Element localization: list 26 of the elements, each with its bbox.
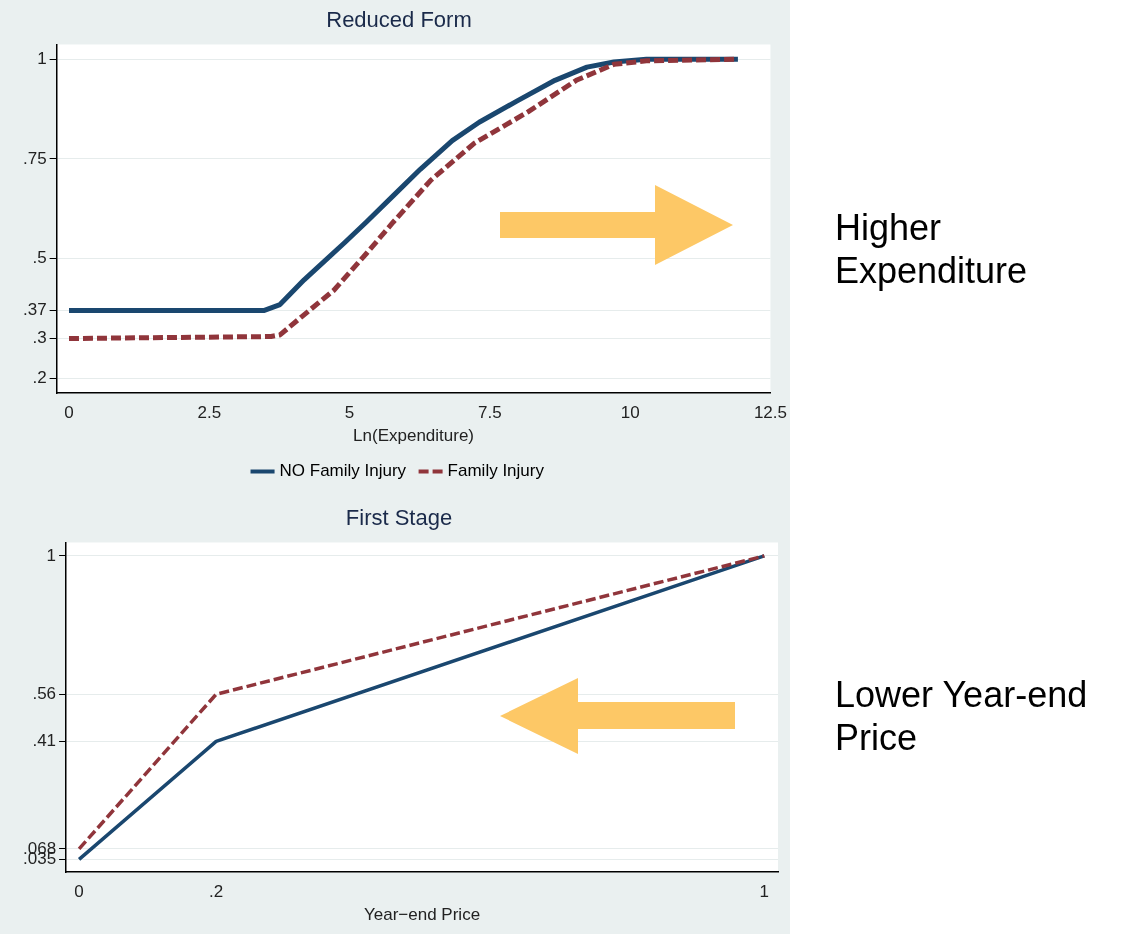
text: Higher Expenditure	[834, 205, 1029, 293]
y-tick-label: 1	[37, 48, 47, 68]
x-tick-label: 12.5	[753, 403, 787, 423]
x-tick-label: 2.5	[197, 403, 222, 423]
x-tick-label: .2	[209, 882, 224, 902]
legend-label: NO Family Injury	[279, 461, 407, 481]
text: Lower Year-end Price	[834, 672, 1089, 760]
y-tick-label: .41	[32, 731, 57, 751]
chart-title: Reduced Form	[326, 7, 472, 33]
x-tick-label: 10	[620, 403, 640, 423]
y-tick-label: .75	[22, 148, 47, 168]
x-tick-label: 5	[344, 403, 355, 423]
legend-label: Family Injury	[447, 461, 545, 481]
y-tick-label: .2	[32, 368, 47, 388]
chart-title: First Stage	[345, 505, 453, 531]
x-tick-label: 7.5	[478, 403, 502, 423]
x-tick-label: 0	[64, 403, 74, 423]
y-tick-label: 1	[46, 545, 57, 565]
y-tick-label: .5	[32, 248, 47, 268]
y-tick-label: .3	[32, 328, 47, 348]
x-tick-label: 0	[74, 882, 84, 902]
y-tick-label: .37	[22, 300, 47, 320]
x-axis-title: Year−end Price	[363, 905, 481, 925]
y-tick-label: .56	[32, 683, 57, 703]
x-axis-title: Ln(Expenditure)	[353, 426, 475, 446]
x-tick-label: 1	[759, 882, 770, 902]
